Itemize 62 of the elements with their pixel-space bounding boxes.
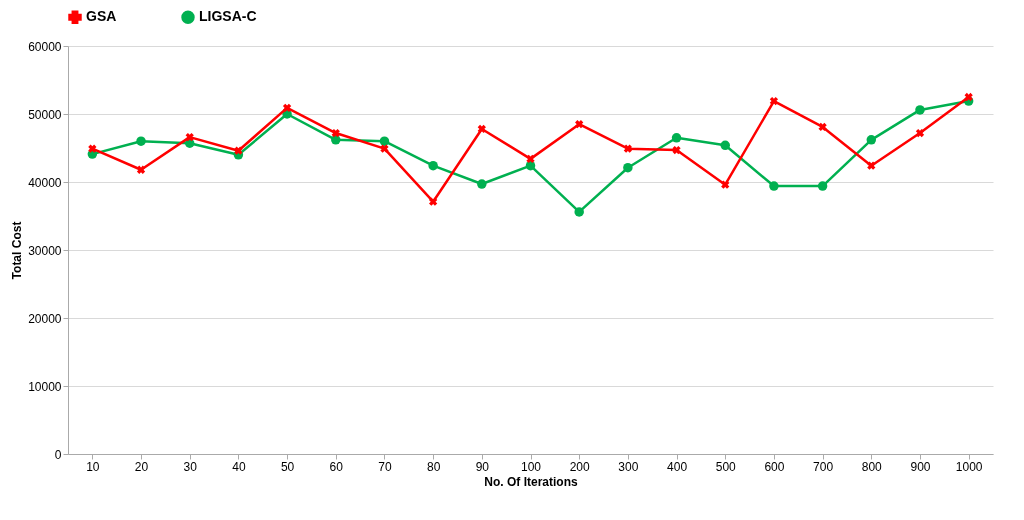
point — [136, 165, 146, 174]
point — [769, 181, 779, 191]
point — [234, 146, 243, 155]
x-tick-label: 50 — [280, 459, 295, 474]
point — [866, 135, 877, 145]
point — [477, 124, 486, 134]
point — [331, 135, 341, 145]
point — [867, 161, 876, 170]
point — [817, 181, 828, 191]
point — [720, 140, 730, 151]
legend-label: LIGSA-C — [199, 8, 257, 25]
x-tick-label: 20 — [134, 459, 149, 474]
x-tick-label: 600 — [764, 459, 785, 474]
point — [915, 128, 925, 138]
point — [379, 136, 390, 146]
point — [88, 144, 97, 153]
point — [623, 162, 633, 173]
x-tick-label: 700 — [813, 459, 834, 474]
point — [721, 180, 730, 189]
x-tick-label: 500 — [715, 459, 737, 474]
x-tick-label: 80 — [426, 459, 441, 474]
y-axis-title: Total Cost — [10, 221, 25, 280]
point — [769, 96, 779, 106]
point — [428, 160, 438, 171]
x-tick-label: 1000 — [955, 459, 983, 474]
y-tick-label: 40000 — [28, 175, 62, 190]
x-tick-label: 30 — [183, 459, 198, 474]
x-tick-label: 800 — [861, 459, 883, 474]
point — [623, 144, 633, 153]
point — [428, 197, 438, 206]
x-axis-title: No. Of Iterations — [484, 474, 578, 489]
x-tick-label: 300 — [618, 459, 639, 474]
point — [525, 160, 536, 171]
point — [331, 128, 340, 138]
y-tick-label: 50000 — [28, 107, 62, 122]
x-tick-label: 100 — [520, 459, 542, 474]
x-tick-label: 90 — [475, 459, 490, 474]
x-tick-label: 40 — [232, 459, 246, 474]
x-tick-label: 900 — [910, 459, 931, 474]
point — [477, 179, 487, 189]
point — [185, 132, 194, 142]
y-tick-label: 30000 — [28, 243, 62, 258]
y-tick-label: 20000 — [28, 311, 62, 326]
y-tick-label: 0 — [54, 447, 62, 462]
legend-label: GSA — [86, 8, 117, 25]
point — [915, 105, 925, 115]
point — [282, 103, 292, 113]
point — [526, 154, 535, 164]
point — [671, 133, 682, 143]
y-tick-label: 60000 — [28, 39, 62, 54]
point — [136, 136, 146, 146]
y-tick-label: 10000 — [28, 379, 62, 394]
x-tick-label: 400 — [667, 459, 688, 474]
x-tick-label: 10 — [86, 459, 100, 474]
x-tick-label: 200 — [569, 459, 591, 474]
point — [574, 207, 584, 217]
x-tick-label: 60 — [329, 459, 344, 474]
point — [380, 144, 389, 153]
point — [964, 92, 973, 102]
point — [575, 120, 584, 129]
point — [818, 122, 827, 132]
x-tick-label: 70 — [378, 459, 392, 474]
